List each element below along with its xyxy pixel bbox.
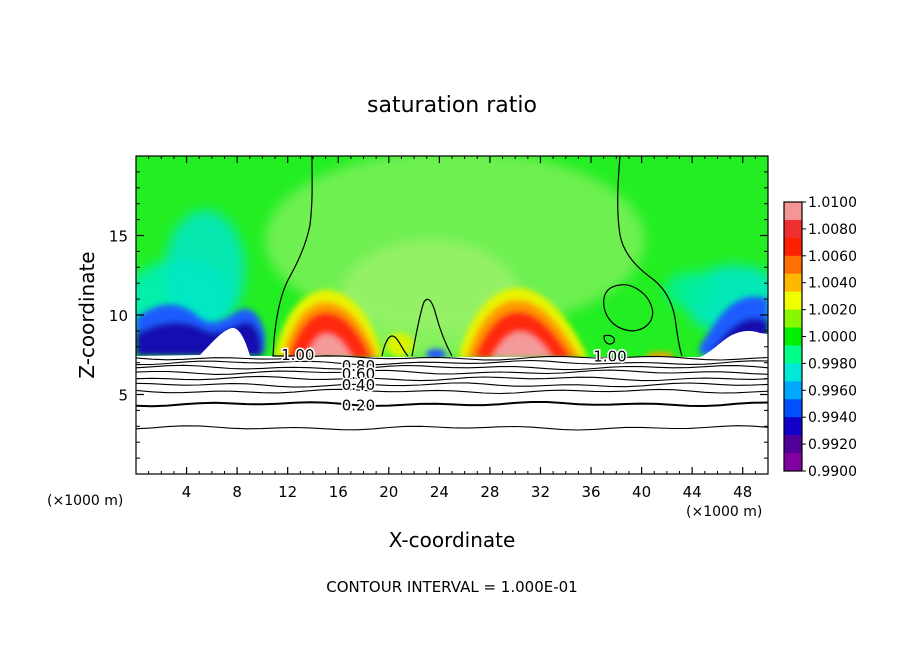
colorbar-swatch (784, 363, 802, 382)
colorbar-label: 0.9900 (808, 464, 857, 480)
colorbar-label: 0.9940 (808, 410, 857, 426)
colorbar-label: 0.9980 (808, 356, 857, 372)
contour-label: 0.60 (342, 365, 375, 383)
contour-lines-upper (272, 156, 683, 357)
contour-lines-lower (136, 355, 768, 431)
contour-1-00-loop (603, 284, 654, 332)
x-axis-label: X-coordinate (389, 528, 516, 552)
x-tick-label: 36 (581, 483, 600, 501)
x-tick-label: 44 (683, 483, 702, 501)
y-tick-label: 5 (118, 387, 128, 405)
warm-cell-left-pink (305, 334, 352, 358)
colorbar-label: 1.0040 (808, 276, 857, 292)
colorbar-swatch (784, 202, 802, 221)
colorbar-swatch (784, 237, 802, 257)
x-tick-label: 48 (733, 483, 752, 501)
x-tick-label: 20 (379, 483, 398, 501)
contour-line (136, 355, 768, 361)
contour-1-00-center-a (381, 335, 409, 357)
x-tick-label: 24 (430, 483, 449, 501)
warm-cell-right-pink (492, 332, 552, 358)
colorbar-label: 1.0020 (808, 303, 857, 319)
colorbar-swatch (784, 255, 802, 275)
colorbar-label: 0.9960 (808, 383, 857, 399)
colorbar-swatch (784, 417, 802, 436)
contour-line (136, 401, 768, 408)
x-axis-ticks: 4 8 12 16 20 24 28 32 36 40 44 48 (148, 156, 756, 501)
x-unit-label-left: (×1000 m) (47, 493, 123, 509)
contour-label: 0.40 (342, 376, 375, 394)
colorbar-swatch (784, 309, 802, 329)
contour-line (136, 364, 768, 371)
colorbar-swatch (784, 381, 802, 400)
contour-1-00-left (272, 156, 313, 357)
contour-line (136, 388, 768, 395)
colorbar-swatch (784, 291, 802, 311)
cyan-region-left (165, 210, 245, 330)
x-tick-label: 4 (182, 483, 192, 501)
contour-1-00-small (603, 334, 615, 345)
chart-title: saturation ratio (367, 93, 537, 118)
colorbar-label: 0.9920 (808, 437, 857, 453)
colorbar-swatch (784, 435, 802, 454)
contour-1-00-center-b (411, 298, 453, 357)
cyan-region-right (665, 272, 715, 308)
contour-label: 0.20 (342, 397, 375, 415)
colorbar-swatch (784, 219, 802, 239)
colorbar-swatch (784, 399, 802, 418)
terrain-mask (136, 327, 768, 474)
colorbar-label: 1.0100 (808, 195, 857, 211)
x-tick-label: 40 (632, 483, 651, 501)
contour-label: 1.00 (593, 347, 626, 365)
contour-interval-note: CONTOUR INTERVAL = 1.000E-01 (326, 578, 577, 596)
warm-spot-center (386, 333, 414, 357)
contour-labels: 1.00 1.00 0.800.600.40 0.20 (280, 344, 629, 416)
colorbar-swatch (784, 453, 802, 472)
colorbar-label: 1.0000 (808, 330, 857, 346)
blue-spot-center (426, 349, 446, 359)
y-axis-ticks: 5 10 15 (109, 171, 768, 459)
x-tick-label: 28 (480, 483, 499, 501)
contour-line (136, 425, 768, 431)
contour-1-00-right (617, 156, 683, 357)
contour-line (136, 375, 768, 382)
colorbar-swatch (784, 345, 802, 364)
y-tick-label: 10 (109, 307, 128, 325)
x-tick-label: 12 (278, 483, 297, 501)
colorbar-label: 1.0080 (808, 222, 857, 238)
x-tick-label: 32 (531, 483, 550, 501)
contour-line (136, 382, 768, 388)
colorbar-swatch (784, 327, 802, 346)
colorbar-swatch (784, 273, 802, 293)
contour-line (136, 369, 768, 375)
colorbar: 1.0100 1.0080 1.0060 1.0040 1.0020 1.0000 0.99… (783, 195, 857, 480)
contour-label: 0.80 (342, 357, 375, 375)
contour-line (136, 359, 768, 366)
plot-area (136, 156, 768, 474)
y-tick-label: 15 (109, 228, 128, 246)
colorbar-label: 1.0060 (808, 249, 857, 265)
y-axis-label: Z-coordinate (75, 251, 99, 378)
x-tick-label: 16 (329, 483, 348, 501)
contour-label: 1.00 (281, 346, 314, 364)
x-tick-label: 8 (232, 483, 242, 501)
x-unit-label-right: (×1000 m) (686, 504, 762, 520)
